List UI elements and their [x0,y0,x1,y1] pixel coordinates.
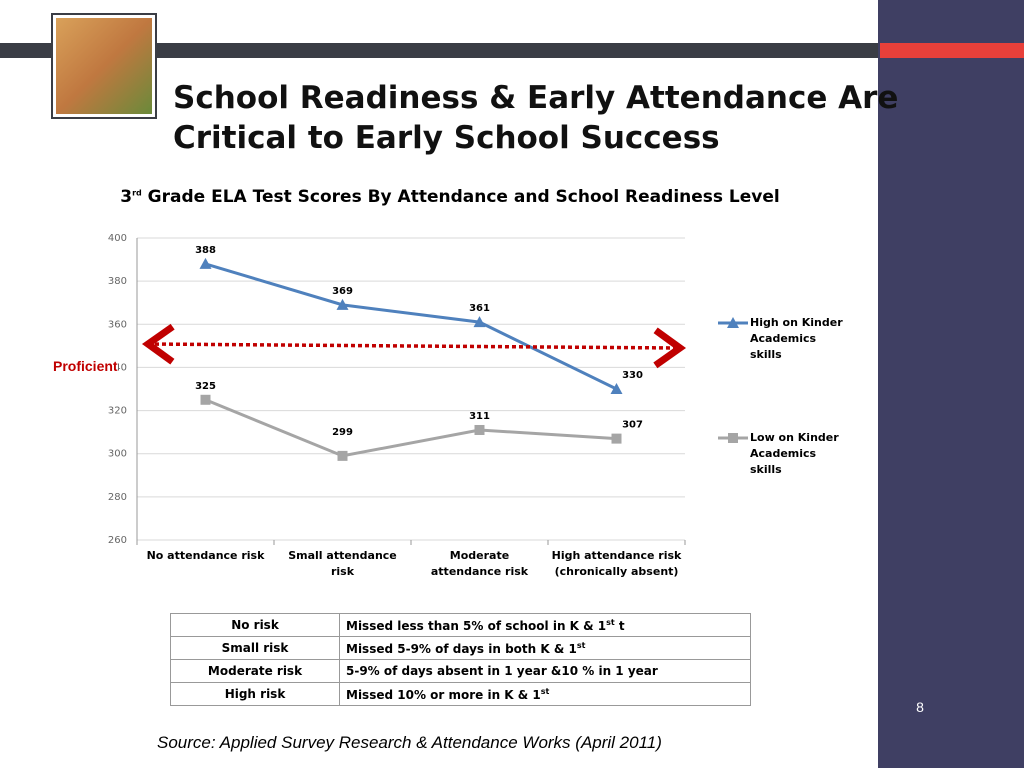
title-sup: rd [132,188,142,198]
x-tick-label: High attendance risk (chronically absent… [551,549,682,578]
title-line: School Readiness & Early Attendance Are [173,80,899,116]
legend-entry: High on Kinder Academics skills [750,316,843,361]
point [611,433,622,444]
series-line [204,398,617,458]
source: Source: Applied Survey Research & Attend… [157,733,662,752]
risk-table: No risk Missed less than 5% of school in … [170,613,751,706]
desc-cell: Missed 5-9% of days in both K & 1st [339,636,751,660]
risk-cell: No risk [170,613,340,637]
series-line [205,262,618,391]
point [337,450,348,461]
point [610,383,623,394]
top-bar [0,43,878,58]
legend-entry: Low on Kinder Academics skills [750,431,839,476]
x-tick-label: Small attendance risk [288,549,397,578]
point [200,394,211,405]
desc-cell: Missed less than 5% of school in K & 1st… [339,613,751,637]
desc-text: 5-9% of days absent in 1 year &10 % in 1… [346,664,658,678]
data-label: 330 [622,370,643,381]
desc-text: Missed 10% or more in K & 1 [346,687,541,702]
title-part: 3 [120,187,133,207]
y-tick-label: 300 [108,449,127,460]
table-row: Moderate risk 5-9% of days absent in 1 ye… [170,659,751,683]
title-part: Grade ELA Test Scores By Attendance and … [147,187,780,207]
x-tick-label: No attendance risk [146,549,265,562]
legend-marker [728,433,738,443]
data-label: 369 [332,286,353,297]
data-label: 307 [622,420,643,431]
point [474,424,485,435]
y-tick-label: 360 [108,319,127,330]
plot: 2602803003203403603804003883693613303252… [108,233,748,546]
y-tick-label: 320 [108,406,127,417]
table-row: Small risk Missed 5-9% of days in both K … [170,636,751,660]
y-tick-label: 260 [108,535,127,546]
desc-text: Missed 5-9% of days in both K & 1 [346,641,577,656]
title-line: Critical to Early School Success [173,120,720,156]
legend-marker [727,317,739,328]
data-label: 311 [469,411,490,422]
desc-tail: t [618,618,625,633]
point [336,298,349,310]
y-tick-label: 400 [108,233,127,244]
page-number: 8 [916,699,924,715]
data-label: 388 [195,245,216,256]
risk-cell: Small risk [170,636,340,660]
desc-cell: 5-9% of days absent in 1 year &10 % in 1… [339,659,751,683]
data-label: 299 [332,427,353,438]
x-tick-label: Moderate attendance risk [430,549,529,578]
y-tick-label: 380 [108,276,127,287]
slide-title: School Readiness & Early Attendance Are C… [173,78,898,158]
side-panel [878,0,1024,768]
point [199,257,212,269]
reference-label: Proficient [53,358,118,374]
desc-sup: st [606,617,615,627]
table-row: High risk Missed 10% or more in K & 1st [170,682,751,706]
desc-sup: st [540,686,550,696]
desc-text: Missed less than 5% of school in K & 1 [346,618,607,633]
data-label: 361 [469,303,490,314]
chart-title: 3rd Grade ELA Test Scores By Attendance … [0,187,900,207]
reference-line [141,323,687,369]
accent-bar [880,43,1024,58]
desc-cell: Missed 10% or more in K & 1st [339,682,751,706]
table-row: No risk Missed less than 5% of school in … [170,613,751,637]
data-label: 325 [195,381,216,392]
photo [56,18,152,114]
risk-cell: Moderate risk [170,659,340,683]
y-tick-label: 280 [108,492,127,503]
risk-cell: High risk [170,682,340,706]
desc-sup: st [576,640,586,650]
